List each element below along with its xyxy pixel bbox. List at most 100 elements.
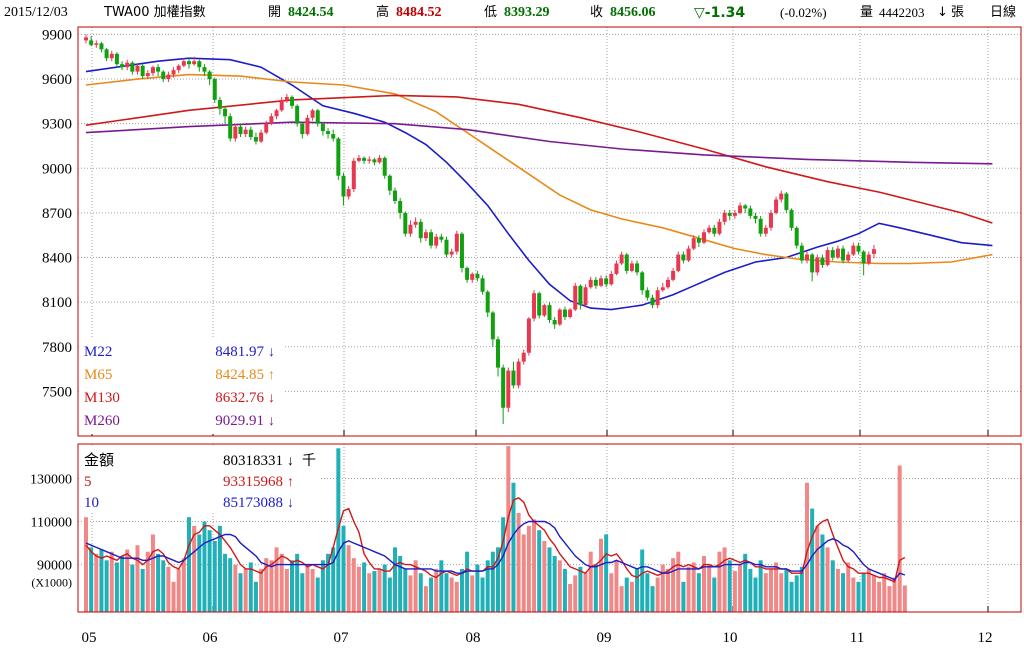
month-tick-label: 07 bbox=[334, 630, 350, 646]
volume-bar bbox=[490, 551, 495, 612]
candle-body bbox=[145, 73, 150, 77]
candle-body bbox=[768, 212, 773, 228]
volume-bar bbox=[588, 551, 593, 612]
volume-bar bbox=[192, 525, 197, 612]
volume-bar bbox=[465, 551, 470, 612]
volume-bar bbox=[681, 581, 686, 612]
volume-bar bbox=[794, 575, 799, 612]
volume-unit: 張 bbox=[951, 5, 965, 20]
volume-legend-arrow: ↑ bbox=[287, 475, 294, 490]
candle-body bbox=[223, 108, 228, 117]
candle-body bbox=[212, 79, 217, 100]
candle-body bbox=[851, 245, 856, 255]
candle-body bbox=[835, 248, 840, 258]
candle-body bbox=[94, 43, 99, 45]
volume-bar bbox=[511, 482, 516, 612]
price-tick-label: 9300 bbox=[42, 117, 72, 133]
candle-body bbox=[815, 257, 820, 273]
volume-bar bbox=[212, 540, 217, 612]
volume-bar bbox=[609, 573, 614, 612]
legend-name-m65: M65 bbox=[84, 367, 112, 383]
candle-body bbox=[521, 352, 526, 362]
volume-bar bbox=[187, 517, 191, 612]
volume-bar bbox=[382, 564, 387, 612]
volume-tick-label: 130000 bbox=[30, 472, 72, 487]
candle-body bbox=[454, 233, 459, 252]
candle-body bbox=[300, 123, 305, 135]
candle-body bbox=[825, 250, 830, 265]
candle-body bbox=[552, 319, 557, 325]
candle-body bbox=[125, 62, 130, 68]
volume-bar bbox=[120, 556, 125, 612]
volume-bar bbox=[104, 560, 109, 612]
volume-bar bbox=[624, 577, 629, 612]
volume-line-ma5 bbox=[85, 496, 906, 583]
ma-line-m22 bbox=[85, 57, 993, 311]
volume-bar bbox=[578, 566, 583, 612]
candle-body bbox=[233, 126, 238, 139]
candle-body bbox=[681, 254, 686, 261]
volume-legend-arrow: ↓ bbox=[287, 496, 294, 511]
volume-legend-arrow: ↓ bbox=[287, 454, 294, 469]
volume-bar bbox=[418, 573, 423, 612]
candle-body bbox=[738, 205, 743, 213]
candle-body bbox=[485, 291, 490, 313]
volume-bar bbox=[568, 584, 573, 612]
candle-body bbox=[532, 293, 537, 319]
candle-body bbox=[568, 309, 573, 318]
candle-body bbox=[346, 189, 351, 197]
volume-bar bbox=[150, 534, 155, 612]
candle-body bbox=[89, 40, 94, 45]
volume-bar bbox=[871, 575, 876, 612]
candle-body bbox=[176, 65, 181, 71]
month-tick-label: 11 bbox=[850, 630, 864, 646]
volume-bar bbox=[439, 560, 444, 612]
quote-date: 2015/12/03 bbox=[4, 5, 68, 20]
legend-arrow-m260: ↓ bbox=[268, 414, 275, 429]
volume-bar bbox=[619, 586, 624, 612]
volume-bar bbox=[130, 564, 135, 612]
candle-body bbox=[310, 110, 315, 118]
candle-body bbox=[624, 254, 629, 271]
candle-body bbox=[846, 254, 851, 261]
candle-body bbox=[506, 370, 511, 408]
volume-bar bbox=[161, 560, 166, 612]
month-axis: 05 06 07 08 09 10 11 12 bbox=[82, 430, 993, 646]
volume-bar bbox=[665, 568, 670, 612]
candle-body bbox=[274, 110, 279, 117]
volume-bar bbox=[176, 568, 181, 612]
volume-bar bbox=[89, 547, 94, 612]
candle-body bbox=[84, 37, 88, 41]
candle-body bbox=[228, 116, 233, 139]
candle-body bbox=[331, 134, 336, 139]
volume-bar bbox=[320, 560, 325, 612]
candle-body bbox=[516, 361, 521, 386]
candle-body bbox=[794, 227, 799, 246]
candle-body bbox=[671, 270, 676, 280]
candle-body bbox=[526, 318, 531, 353]
volume-bar bbox=[743, 553, 748, 612]
month-tick-label: 06 bbox=[203, 630, 219, 646]
volume-bar bbox=[300, 573, 305, 612]
volume-bar bbox=[475, 564, 480, 612]
volume-legend-name: 5 bbox=[84, 474, 92, 490]
candle-body bbox=[444, 239, 449, 255]
candle-body bbox=[686, 248, 691, 261]
volume-value: 4442203 bbox=[879, 5, 925, 20]
volume-legend-value: 93315968 bbox=[223, 474, 283, 490]
candle-body bbox=[712, 227, 717, 234]
candle-body bbox=[866, 254, 871, 264]
volume-legend-name: 金額 bbox=[84, 452, 114, 469]
candle-body bbox=[861, 251, 866, 264]
candle-body bbox=[635, 263, 640, 273]
candle-body bbox=[562, 309, 567, 318]
volume-legend-name: 10 bbox=[84, 495, 99, 511]
price-legend: M22 8481.97 ↓ M65 8424.85 ↑ M130 8632.76 ↓ M260 90… bbox=[79, 338, 285, 434]
volume-arrow: ↓ bbox=[937, 5, 948, 20]
candle-body bbox=[722, 212, 727, 222]
candle-body bbox=[573, 285, 578, 310]
candle-body bbox=[197, 61, 202, 68]
volume-bar bbox=[403, 568, 408, 612]
volume-bar bbox=[243, 568, 248, 612]
candle-body bbox=[665, 279, 670, 288]
